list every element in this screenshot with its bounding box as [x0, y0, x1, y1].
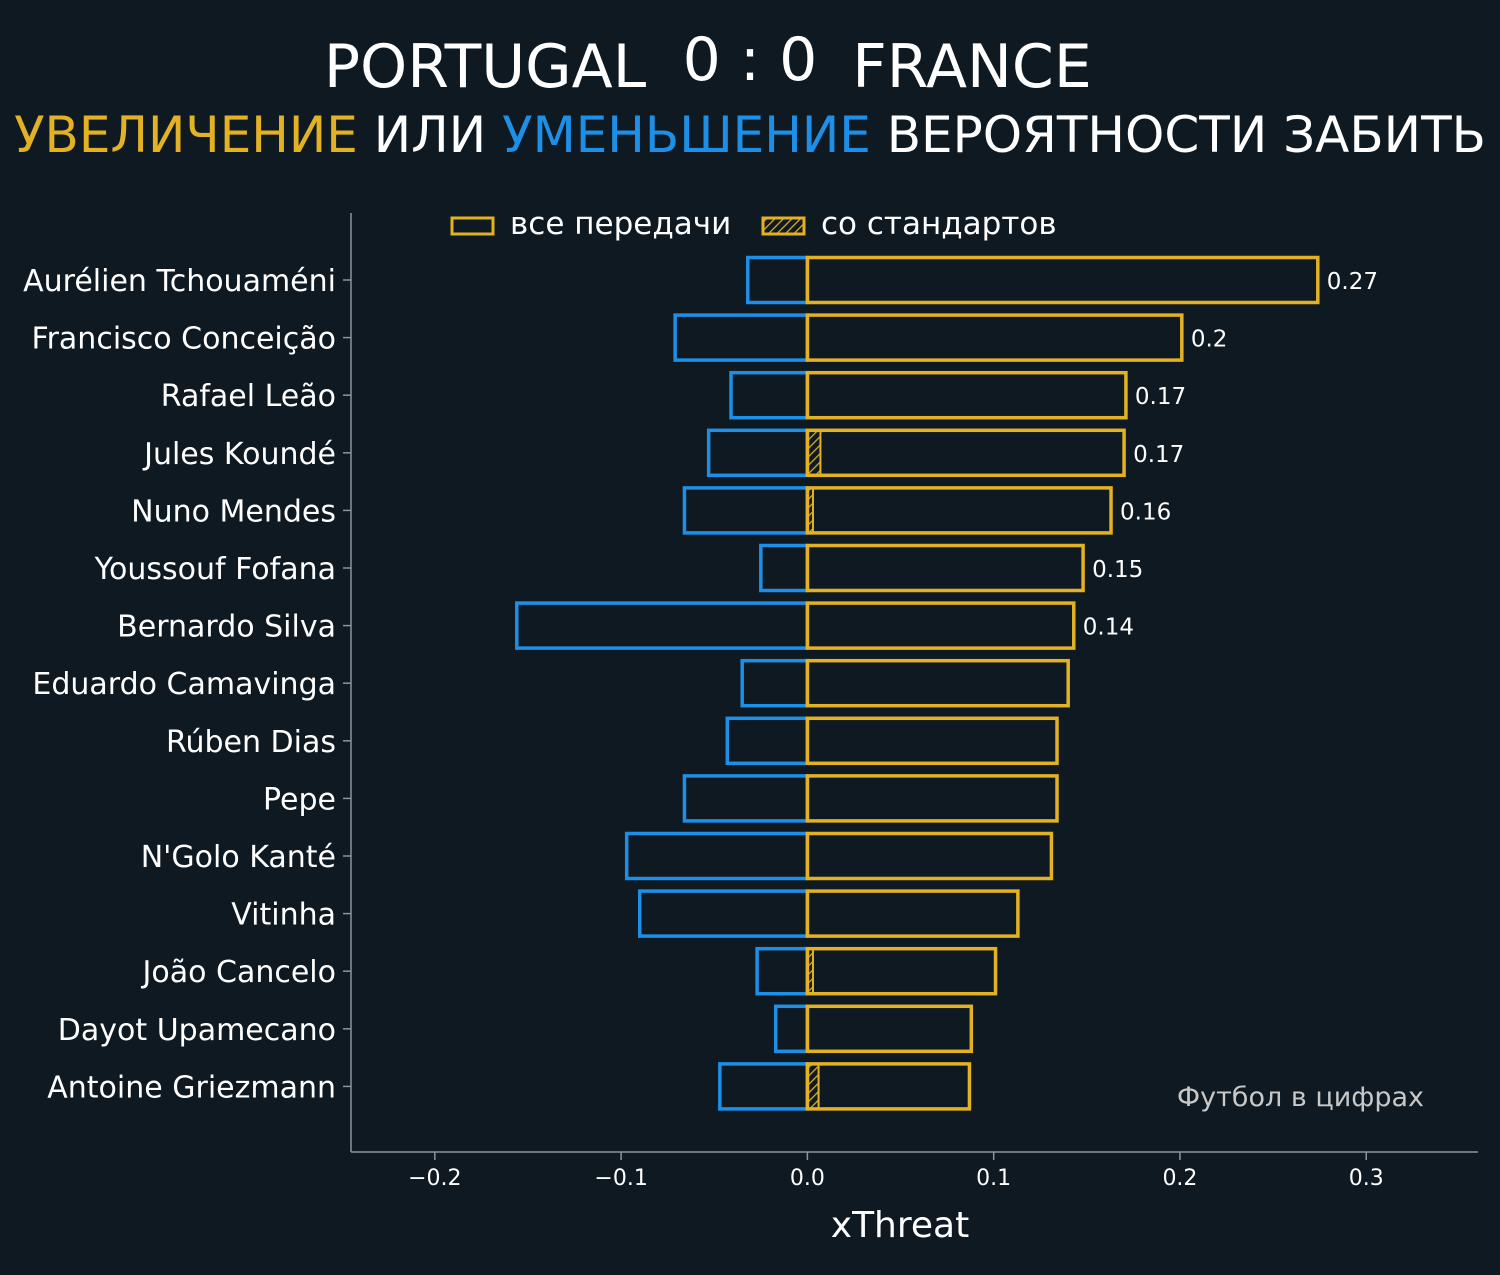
x-tick-label: 0.3	[1349, 1166, 1384, 1191]
player-name-label: Jules Koundé	[142, 437, 336, 472]
value-label: 0.16	[1120, 499, 1171, 525]
bar-increase	[805, 601, 1076, 650]
player-name-label: Aurélien Tchouaméni	[23, 264, 336, 299]
value-label: 0.14	[1083, 615, 1134, 641]
player-name-label: Pepe	[263, 782, 336, 817]
bar-increase	[805, 1004, 974, 1054]
x-axis-label: xThreat	[831, 1205, 969, 1246]
legend-swatch-set-pieces	[761, 216, 806, 236]
player-name-label: Francisco Conceição	[32, 322, 336, 357]
value-label: 0.17	[1133, 442, 1184, 468]
home-team-name: PORTUGAL	[324, 32, 647, 102]
chart-subtitle: УВЕЛИЧЕНИЕ ИЛИ УМЕНЬШЕНИЕ ВЕРОЯТНОСТИ ЗА…	[14, 106, 1486, 164]
player-name-label: Vitinha	[231, 898, 336, 933]
bar-decrease	[718, 1062, 810, 1111]
y-ticks-layer: Aurélien Tchouaméni Francisco Conceição Ra…	[23, 264, 351, 1105]
subtitle-increase: УВЕЛИЧЕНИЕ	[14, 106, 358, 164]
value-label: 0.2	[1191, 327, 1228, 353]
bar-increase	[805, 716, 1059, 766]
bar-increase	[805, 486, 1113, 535]
away-team-name: FRANCE	[852, 32, 1092, 102]
bar-decrease	[515, 601, 810, 650]
bar-decrease	[773, 1004, 810, 1054]
legend-label-set-pieces: со стандартов	[821, 206, 1057, 242]
x-tick-label: 0.0	[790, 1166, 825, 1191]
bar-decrease	[682, 774, 810, 823]
bar-decrease	[746, 255, 810, 305]
player-name-label: N'Golo Kanté	[141, 840, 336, 875]
player-name-label: Nuno Mendes	[131, 494, 336, 529]
bar-increase	[805, 831, 1054, 881]
value-label: 0.17	[1135, 384, 1186, 410]
bar-increase	[805, 946, 998, 996]
bar-increase	[805, 543, 1085, 593]
player-name-label: João Cancelo	[141, 955, 336, 990]
player-name-label: Youssouf Fofana	[94, 552, 336, 587]
bar-increase	[805, 255, 1320, 305]
bar-decrease	[624, 831, 810, 881]
bar-decrease	[682, 486, 810, 535]
player-name-label: Rúben Dias	[166, 725, 336, 760]
bar-increase	[805, 428, 1126, 478]
bar-decrease	[755, 946, 810, 996]
player-name-label: Antoine Griezmann	[47, 1070, 336, 1105]
bar-increase	[805, 774, 1059, 823]
subtitle-or: ИЛИ	[358, 106, 502, 164]
player-name-label: Eduardo Camavinga	[32, 667, 336, 702]
x-tick-label: 0.1	[976, 1166, 1011, 1191]
bar-set-pieces	[806, 429, 822, 477]
x-tick-label: 0.2	[1162, 1166, 1197, 1191]
player-name-label: Rafael Leão	[161, 379, 336, 414]
value-label: 0.15	[1092, 557, 1143, 583]
value-label: 0.27	[1327, 269, 1378, 295]
bar-increase	[805, 313, 1184, 362]
bar-decrease	[725, 716, 810, 766]
legend-swatch-all-passes	[450, 216, 495, 236]
subtitle-rest: ВЕРОЯТНОСТИ ЗАБИТЬ	[871, 106, 1486, 164]
bar-decrease	[759, 543, 810, 593]
bars-layer: 0.27 0.2 0.17 0.17 0.16 0.15 0.14	[515, 255, 1378, 1111]
watermark-text: Футбол в цифрах	[1177, 1082, 1424, 1113]
bar-increase	[805, 370, 1128, 420]
x-tick-label: −0.2	[408, 1166, 461, 1191]
x-tick-label: −0.1	[594, 1166, 647, 1191]
subtitle-decrease: УМЕНЬШЕНИЕ	[502, 106, 871, 164]
match-score: 0 : 0	[683, 25, 818, 95]
bar-decrease	[673, 313, 810, 362]
player-name-label: Dayot Upamecano	[58, 1013, 336, 1048]
bar-increase	[805, 658, 1070, 708]
bar-decrease	[706, 428, 810, 478]
bar-decrease	[740, 658, 810, 708]
bar-increase	[805, 1062, 972, 1111]
x-ticks-layer: −0.2 −0.1 0.0 0.1 0.2 0.3	[408, 1152, 1384, 1191]
bar-decrease	[729, 370, 810, 420]
legend: все передачи со стандартов	[450, 206, 1057, 242]
bar-decrease	[637, 889, 810, 938]
player-name-label: Bernardo Silva	[117, 610, 336, 645]
bar-increase	[805, 889, 1020, 938]
legend-label-all-passes: все передачи	[510, 206, 731, 242]
